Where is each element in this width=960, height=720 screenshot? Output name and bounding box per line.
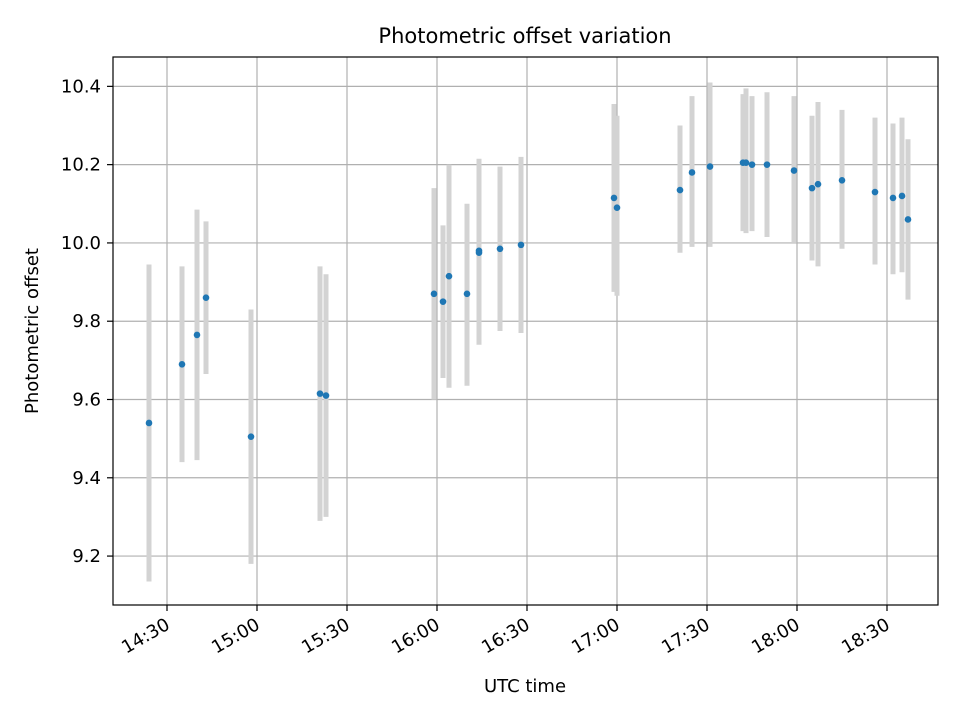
- data-point: [838, 177, 846, 184]
- data-point: [316, 390, 324, 397]
- data-point: [871, 188, 879, 196]
- data-point: [889, 194, 897, 202]
- y-tick-label: 10.2: [61, 155, 101, 176]
- data-point: [748, 161, 756, 168]
- x-axis-label: UTC time: [484, 676, 566, 697]
- y-tick-label: 9.2: [72, 546, 101, 567]
- data-point: [430, 290, 438, 298]
- data-point: [676, 186, 684, 194]
- data-point: [496, 245, 504, 253]
- x-tick-label: 16:30: [478, 614, 533, 658]
- plot-area-frame: [112, 56, 939, 606]
- x-axis-ticks: 14:30 15:00 15:30 16:00 16:30 17:00 17:30 18:00…: [118, 605, 894, 658]
- data-point: [790, 167, 798, 174]
- data-point: [904, 216, 912, 223]
- data-point: [178, 360, 186, 368]
- y-tick-label: 9.8: [72, 311, 101, 332]
- data-point: [706, 163, 714, 170]
- data-point: [742, 159, 750, 166]
- chart-title: Photometric offset variation: [378, 24, 671, 48]
- y-axis-ticks: 9.2 9.4 9.6 9.8 10.0 10.2 10.4: [61, 76, 113, 567]
- data-point: [202, 294, 210, 302]
- data-point: [763, 161, 771, 168]
- data-point: [517, 241, 525, 249]
- y-tick-label: 10.4: [61, 76, 101, 97]
- y-tick-label: 9.6: [72, 390, 101, 411]
- x-tick-label: 16:00: [388, 614, 443, 658]
- data-point: [322, 392, 330, 399]
- data-point: [445, 272, 453, 280]
- x-tick-label: 18:30: [838, 614, 893, 658]
- data-point: [247, 433, 255, 440]
- data-point: [193, 331, 201, 339]
- error-bars: [146, 82, 911, 582]
- x-tick-label: 18:00: [748, 614, 803, 658]
- x-tick-label: 17:30: [658, 614, 713, 658]
- y-axis-label: Photometric offset: [22, 248, 43, 414]
- data-point: [610, 194, 618, 202]
- y-tick-label: 10.0: [61, 233, 101, 254]
- data-points: [145, 159, 912, 440]
- data-point: [808, 184, 816, 192]
- x-tick-label: 17:00: [568, 614, 623, 658]
- x-tick-label: 15:00: [208, 614, 263, 658]
- data-point: [475, 249, 483, 257]
- y-tick-label: 9.4: [72, 468, 101, 489]
- data-point: [814, 180, 822, 188]
- data-point: [898, 192, 906, 200]
- x-tick-label: 14:30: [118, 614, 173, 658]
- data-point: [439, 298, 447, 305]
- data-point: [463, 290, 471, 298]
- data-point: [688, 169, 696, 176]
- data-point: [613, 204, 621, 211]
- data-point: [145, 419, 153, 427]
- x-tick-label: 15:30: [298, 614, 353, 658]
